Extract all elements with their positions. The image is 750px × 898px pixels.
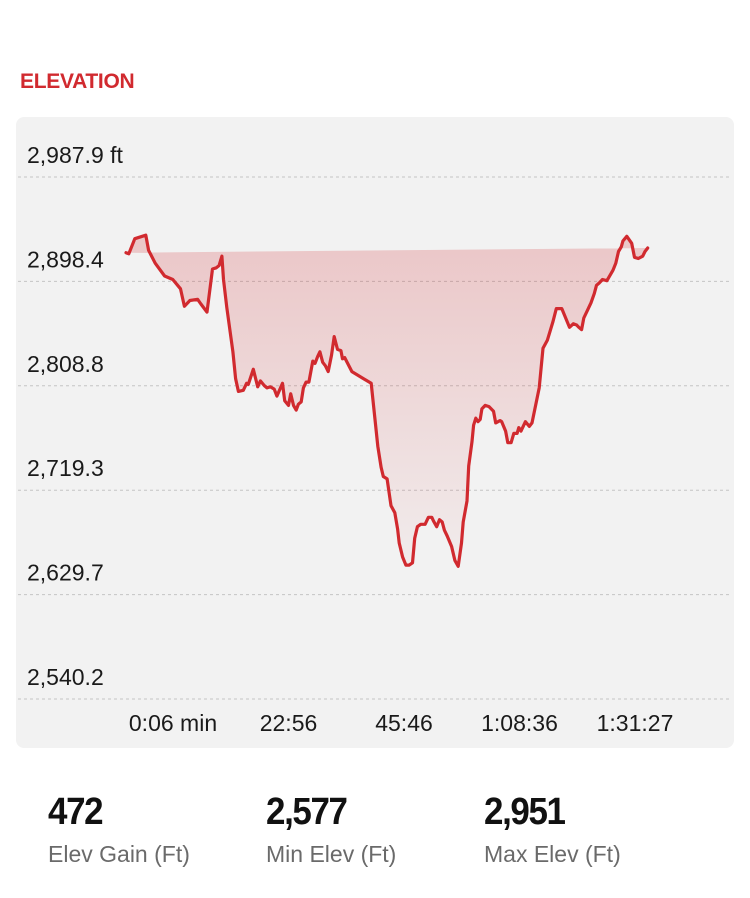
stat-value: 2,577 (266, 791, 348, 833)
x-tick-label: 1:08:36 (481, 710, 558, 736)
stat-value: 2,951 (484, 791, 566, 833)
stat-label: Max Elev (Ft) (484, 841, 621, 867)
stat-max-elev: 2,951 Max Elev (Ft) (484, 790, 621, 868)
y-tick-label: 2,719.3 (27, 455, 104, 481)
y-tick-label: 2,898.4 (27, 246, 104, 272)
stat-label: Min Elev (Ft) (266, 841, 397, 867)
y-tick-label: 2,540.2 (27, 664, 104, 690)
elevation-area (126, 235, 648, 567)
y-tick-label: 2,629.7 (27, 560, 104, 586)
y-tick-label: 2,808.8 (27, 351, 104, 377)
elevation-chart: 2,987.9 ft 2,898.4 2,808.8 2,719.3 2,629.7 2,… (18, 142, 732, 736)
stat-min-elev: 2,577 Min Elev (Ft) (266, 790, 396, 868)
stats-row: 472 Elev Gain (Ft) 2,577 Min Elev (Ft) 2… (0, 790, 750, 880)
stat-label: Elev Gain (Ft) (48, 841, 190, 867)
elevation-line (124, 233, 650, 568)
x-tick-label: 0:06 min (129, 710, 217, 736)
elevation-chart-card: 2,987.9 ft 2,898.4 2,808.8 2,719.3 2,629.7 2,… (16, 117, 734, 748)
x-tick-label: 1:31:27 (597, 710, 674, 736)
x-tick-label: 45:46 (375, 710, 433, 736)
x-tick-label: 22:56 (260, 710, 318, 736)
section-title: ELEVATION (20, 70, 135, 93)
stat-value: 472 (48, 791, 104, 833)
y-tick-label: 2,987.9 ft (27, 142, 124, 168)
stat-elev-gain: 472 Elev Gain (Ft) (48, 790, 190, 868)
